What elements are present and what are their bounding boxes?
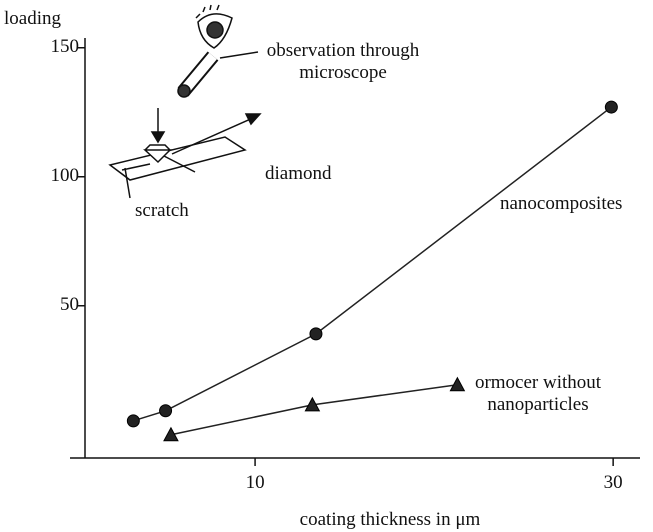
- marker: [163, 426, 179, 442]
- marker: [304, 396, 321, 412]
- annotation: observation through microscope: [266, 40, 420, 83]
- marker: [604, 100, 618, 114]
- x-tick-label: 30: [604, 472, 623, 493]
- marker: [309, 327, 323, 341]
- y-axis-label: loading: [4, 8, 61, 29]
- y-tick-label: 150: [51, 36, 80, 57]
- series-label: ormocer without nanoparticles: [474, 372, 602, 415]
- series-line: [133, 106, 612, 422]
- x-axis-label: coating thickness in μm: [300, 509, 481, 530]
- y-tick-label: 100: [51, 165, 80, 186]
- y-tick-label: 50: [60, 294, 79, 315]
- marker: [159, 404, 173, 418]
- marker: [126, 414, 140, 428]
- marker: [449, 376, 466, 392]
- annotation: scratch: [135, 200, 189, 221]
- series-label: nanocomposites: [500, 193, 623, 214]
- inset-diagram: [108, 4, 262, 199]
- x-tick-label: 10: [246, 472, 265, 493]
- annotation: diamond: [265, 163, 332, 184]
